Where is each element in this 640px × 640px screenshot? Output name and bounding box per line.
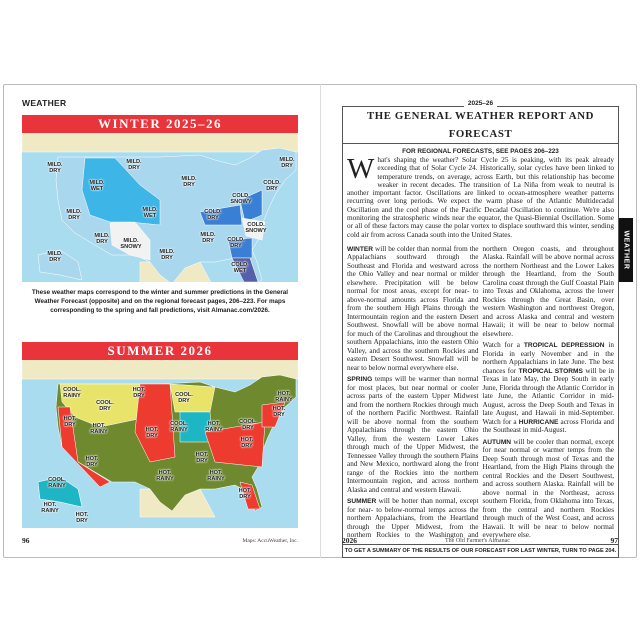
intro-text: hat's shaping the weather? Solar Cycle 2…	[347, 156, 614, 239]
summer-region-label: COOL. DRY	[96, 400, 114, 412]
winter-region-label: MILD. DRY	[279, 157, 295, 169]
hot-region	[204, 421, 266, 468]
cold-region	[239, 189, 263, 223]
hot-region	[239, 481, 261, 510]
winter-region-label: MILD. DRY	[200, 232, 216, 244]
summer-region-label: COOL. DRY	[175, 392, 193, 404]
winter-paragraph: WINTER will be colder than normal from t…	[347, 245, 479, 373]
cold-region	[199, 204, 243, 226]
summer-region-label: HOT. DRY	[272, 406, 286, 418]
winter-text: will be colder than normal from the Appa…	[347, 244, 479, 372]
summer-region-label: HOT. RAINY	[41, 502, 59, 514]
summer-region-label: HOT. RAINY	[207, 470, 225, 482]
hot-region	[261, 401, 286, 428]
summer-region-label: HOT. DRY	[63, 416, 77, 428]
winter-region-label: MILD. DRY	[94, 233, 110, 245]
footer-year: 2026	[342, 536, 357, 545]
forecast-year-text: 2025–26	[463, 100, 498, 107]
tropical-text: across Florida and the Southeast in mid-…	[482, 417, 615, 435]
winter-key: WINTER	[347, 245, 374, 253]
winter-region-label: COLD. DRY	[263, 180, 281, 192]
summer-key: SUMMER	[347, 498, 377, 506]
winter-region-label: MILD. DRY	[159, 249, 175, 261]
autumn-key: AUTUMN	[482, 438, 512, 446]
summer-region-label: HOT. DRY	[132, 387, 146, 399]
summer-map: SUMMER 2026 COOL. RAINY HOT. DRY COOL. DRY HOT…	[22, 342, 298, 528]
winter-region-label: MILD. DRY	[66, 209, 82, 221]
hot-region	[57, 406, 111, 488]
autumn-text: will be cooler than normal, except for n…	[482, 437, 615, 540]
winter-region-label: COLD. WET	[231, 262, 249, 274]
tropical-text: Watch for a	[482, 341, 524, 350]
winter-region-label: MILD. DRY	[126, 159, 142, 171]
spring-text: temps will be warmer than normal for mos…	[347, 375, 479, 494]
section-heading: WEATHER	[22, 98, 67, 108]
drop-cap: W	[347, 153, 375, 185]
summer-region-label: HOT. DRY	[75, 512, 89, 524]
tropical-text: will be in Texas in late May, the Deep S…	[482, 366, 615, 426]
spring-key: SPRING	[347, 376, 373, 384]
winter-region-label: MILD. DRY	[181, 176, 197, 188]
winter-region-label: MILD. SNOWY	[120, 238, 142, 250]
section-tab: WEATHER	[619, 218, 633, 282]
cold-region	[227, 237, 253, 259]
tropical-storms-key: TROPICAL STORMS	[518, 367, 583, 375]
winter-region-label: MILD. DRY	[47, 162, 63, 174]
summer-region-label: COOL. DRY	[239, 419, 257, 431]
page-number-right: 97	[610, 536, 619, 545]
summer-region-label: COOL. RAINY	[170, 421, 188, 433]
wet-region	[81, 157, 161, 226]
tropical-text: in Florida in early November and in the …	[482, 341, 615, 375]
summer-text: will be hotter than normal, except for n…	[347, 244, 614, 540]
cold-wet-region	[231, 257, 259, 282]
summer-map-graphic	[22, 342, 298, 518]
summer-region-label: HOT. DRY	[85, 456, 99, 468]
forecast-box: THE GENERAL WEATHER REPORT AND FORECAST …	[342, 106, 619, 559]
winter-region-label: COLD. SNOWY	[245, 222, 267, 234]
snowy-region	[109, 221, 151, 261]
summer-region-label: HOT. DRY	[240, 437, 254, 449]
article-title: THE GENERAL WEATHER REPORT AND FORECAST	[343, 107, 618, 144]
snowy-region	[241, 217, 266, 241]
winter-region-label: COLD. DRY	[204, 209, 222, 221]
summer-region-label: HOT. RAINY	[275, 391, 293, 403]
winter-map-title: WINTER 2025–26	[22, 115, 298, 133]
spring-paragraph: SPRING temps will be warmer than normal …	[347, 375, 479, 494]
summer-region-label: HOT. DRY	[145, 427, 159, 439]
summer-region-label: COOL. RAINY	[63, 387, 81, 399]
winter-region-label: MILD. WET	[89, 180, 105, 192]
summer-region-label: HOT. DRY	[195, 452, 209, 464]
winter-region-label: MILD. DRY	[47, 251, 63, 263]
forecast-year: 2025–26	[342, 100, 619, 108]
gutter	[320, 84, 321, 558]
summer-region-label: COOL. RAINY	[48, 477, 66, 489]
article-subtitle: FOR REGIONAL FORECASTS, SEE PAGES 206–22…	[402, 148, 559, 155]
winter-region-label: MILD. WET	[142, 207, 158, 219]
map-caption: These weather maps correspond to the win…	[31, 289, 289, 314]
alaska-land	[37, 249, 83, 281]
alaska-cool-rainy	[37, 476, 83, 508]
autumn-paragraph: AUTUMN will be cooler than normal, excep…	[483, 438, 615, 540]
winter-region-label: COLD. SNOWY	[230, 193, 252, 205]
winter-region-label: COLD. DRY	[227, 237, 245, 249]
forecast-columns: WINTER will be colder than normal from t…	[347, 245, 614, 542]
summer-region-label: HOT. RAINY	[90, 423, 108, 435]
hurricane-key: HURRICANE	[518, 418, 559, 426]
summer-paragraph: SUMMER will be hotter than normal, excep…	[347, 245, 614, 542]
footer-title: The Old Farmer's Almanac	[445, 538, 510, 544]
summer-map-title: SUMMER 2026	[22, 342, 298, 360]
hot-region	[134, 383, 176, 463]
page-number-left: 96	[22, 536, 30, 545]
summer-region-label: HOT. RAINY	[205, 421, 223, 433]
section-tab-label: WEATHER	[622, 230, 630, 270]
tropical-depression-key: TROPICAL DEPRESSION	[523, 342, 605, 350]
summer-region-label: HOT. DRY	[238, 488, 252, 500]
map-credit: Maps: AccuWeather, Inc.	[242, 538, 298, 544]
summer-region-label: HOT. RAINY	[156, 470, 174, 482]
summary-note: TO GET A SUMMARY OF THE RESULTS OF OUR F…	[343, 544, 618, 557]
winter-map: WINTER 2025–26 MILD. DRY MILD. WET MILD. DRY M…	[22, 115, 298, 282]
tropical-paragraph: Watch for a TROPICAL DEPRESSION in Flori…	[483, 341, 615, 435]
